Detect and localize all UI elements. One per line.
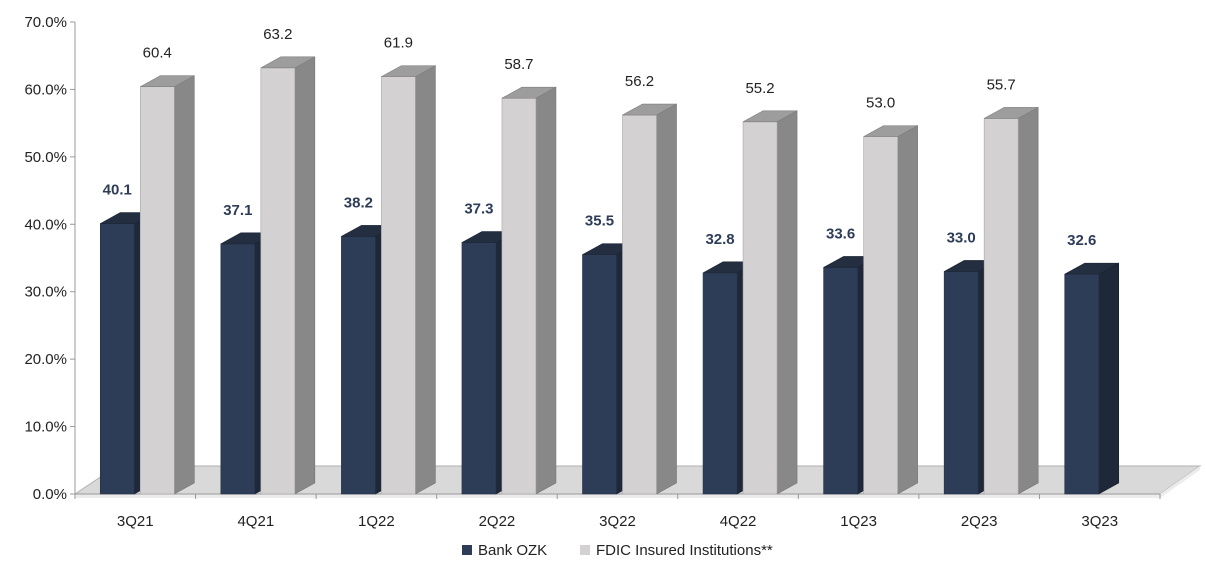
data-label-s0: 37.3 bbox=[464, 200, 493, 217]
data-label-s1: 58.7 bbox=[504, 56, 533, 73]
y-tick-label: 0.0% bbox=[33, 486, 67, 503]
bar-side-s0 bbox=[1098, 262, 1120, 495]
x-category-label: 2Q23 bbox=[961, 513, 998, 530]
bar-side-s1 bbox=[535, 86, 557, 495]
x-category-label: 3Q21 bbox=[117, 513, 154, 530]
x-category-label: 2Q22 bbox=[479, 513, 516, 530]
bar-s1 bbox=[863, 136, 898, 495]
data-label-s0: 32.6 bbox=[1067, 232, 1096, 249]
bar-side-s1 bbox=[294, 56, 316, 495]
bar-s1 bbox=[260, 67, 296, 495]
legend-swatch bbox=[462, 545, 472, 555]
bar-s1 bbox=[381, 76, 416, 495]
bar-s0 bbox=[99, 223, 135, 495]
bar-side-s1 bbox=[897, 125, 918, 495]
y-tick-label: 60.0% bbox=[24, 81, 67, 98]
bar-s1 bbox=[501, 97, 537, 495]
data-label-s0: 37.1 bbox=[223, 202, 252, 219]
y-tick-label: 10.0% bbox=[24, 419, 67, 436]
bar-s0 bbox=[341, 236, 376, 495]
bar-s0 bbox=[461, 242, 497, 495]
bar-s1 bbox=[139, 86, 175, 495]
bar-s1 bbox=[622, 114, 657, 495]
data-label-s0: 35.5 bbox=[585, 213, 614, 230]
y-tick-label: 50.0% bbox=[24, 149, 67, 166]
bar-s0 bbox=[582, 254, 617, 495]
bar-top-s1 bbox=[260, 56, 315, 69]
bar-s0 bbox=[1064, 273, 1100, 495]
data-label-s1: 55.7 bbox=[987, 76, 1016, 93]
bar-top-s1 bbox=[140, 75, 195, 88]
y-tick-label: 20.0% bbox=[24, 351, 67, 368]
bar-side-s1 bbox=[173, 75, 195, 495]
y-tick-label: 30.0% bbox=[24, 284, 67, 301]
legend-swatch bbox=[580, 545, 590, 555]
data-label-s1: 60.4 bbox=[143, 45, 172, 62]
bar-s0 bbox=[220, 243, 256, 495]
bar-s0 bbox=[943, 271, 979, 495]
bar-top-s1 bbox=[381, 65, 436, 77]
data-label-s0: 40.1 bbox=[103, 182, 132, 199]
bar-top-s1 bbox=[742, 110, 798, 123]
bar-top-s1 bbox=[622, 103, 677, 116]
bar-side-s1 bbox=[656, 103, 677, 495]
bar-s0 bbox=[702, 272, 738, 495]
data-label-s0: 32.8 bbox=[705, 231, 734, 248]
data-label-s0: 33.6 bbox=[826, 225, 855, 242]
bar-s0 bbox=[823, 267, 858, 495]
bar-side-s1 bbox=[415, 65, 436, 495]
data-label-s0: 38.2 bbox=[344, 194, 373, 211]
bar-top-s1 bbox=[501, 86, 557, 99]
x-category-label: 3Q22 bbox=[599, 513, 636, 530]
x-category-label: 1Q22 bbox=[358, 513, 395, 530]
data-label-s1: 55.2 bbox=[745, 80, 774, 97]
bar-s1 bbox=[983, 118, 1019, 495]
legend-label: Bank OZK bbox=[478, 542, 547, 559]
x-category-label: 1Q23 bbox=[840, 513, 877, 530]
data-label-s1: 61.9 bbox=[384, 35, 413, 52]
x-category-label: 4Q22 bbox=[720, 513, 757, 530]
bar-s1 bbox=[742, 121, 778, 495]
bar-top-s0 bbox=[1064, 262, 1119, 275]
bar-top-s1 bbox=[863, 125, 918, 137]
bar-side-s1 bbox=[776, 110, 798, 495]
data-label-s1: 63.2 bbox=[263, 26, 292, 43]
y-tick-label: 70.0% bbox=[24, 14, 67, 31]
x-category-label: 3Q23 bbox=[1081, 513, 1118, 530]
data-label-s0: 33.0 bbox=[947, 229, 976, 246]
legend-label: FDIC Insured Institutions** bbox=[596, 542, 773, 559]
x-category-label: 4Q21 bbox=[237, 513, 274, 530]
data-label-s1: 56.2 bbox=[625, 73, 654, 90]
data-label-s1: 53.0 bbox=[866, 95, 895, 112]
y-tick-label: 40.0% bbox=[24, 216, 67, 233]
floor-edge bbox=[75, 466, 1200, 498]
bar-side-s1 bbox=[1017, 106, 1039, 495]
bar-top-s1 bbox=[984, 107, 1039, 119]
